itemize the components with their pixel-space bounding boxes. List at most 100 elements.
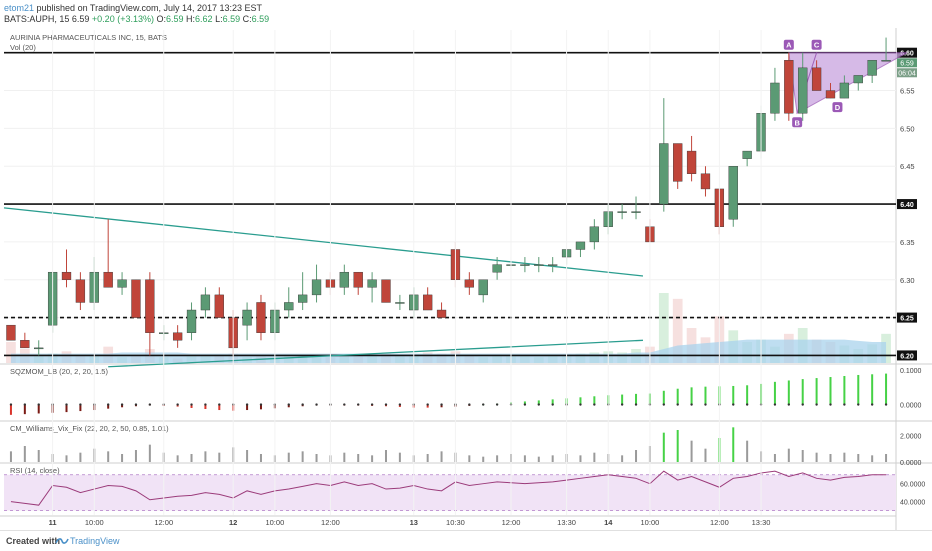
low-value: 6.59 (222, 14, 241, 24)
change-value: +0.20 (+3.13%) (91, 14, 154, 24)
squeeze-dot (176, 403, 179, 406)
low-label: L: (215, 14, 223, 24)
tradingview-brand-link[interactable]: TradingView (70, 536, 120, 546)
sqz-legend: SQZMOM_LB (20, 2, 20, 1.5) (10, 367, 108, 376)
squeeze-dot (551, 403, 554, 406)
sqzmom-bar (787, 380, 790, 405)
sqzmom-bar (579, 397, 582, 405)
candle-body (200, 294, 211, 311)
vixfix-bar (885, 454, 888, 462)
squeeze-dot (843, 403, 846, 406)
squeeze-dot (787, 403, 791, 406)
vixfix-bar (815, 452, 818, 462)
vixfix-bar (343, 452, 346, 462)
level-badge-label: 6.20 (900, 353, 914, 360)
vixfix-bar (426, 454, 429, 462)
vixfix-bar (662, 432, 665, 462)
squeeze-dot (23, 403, 27, 406)
candle-body (853, 75, 863, 84)
sqzmom-bar (732, 385, 735, 405)
vixfix-bar (621, 455, 624, 462)
time-axis-label: 10:00 (641, 518, 660, 527)
candle-body (617, 211, 627, 213)
vixfix-bar (121, 454, 124, 462)
open-value: 6.59 (166, 14, 184, 24)
vixfix-bar (829, 454, 832, 462)
candle-body (589, 226, 599, 243)
time-axis-label: 12:00 (502, 518, 521, 527)
vixfix-bar (523, 455, 526, 462)
vixfix-bar (23, 446, 26, 462)
level-badge-label: 6.25 (900, 316, 914, 323)
volume-bar (658, 293, 669, 363)
harmonic-point-marker (783, 39, 794, 50)
candle-body (867, 60, 877, 76)
harmonic-point-label: D (835, 103, 841, 112)
sqzmom-bar (121, 404, 124, 408)
candle-body (464, 279, 474, 288)
current-price-badge (897, 58, 917, 68)
candle-body (75, 279, 86, 303)
sqzmom-bar (23, 404, 26, 415)
vixfix-bar (690, 440, 693, 462)
squeeze-dot (523, 403, 527, 406)
chart-header: etom21 published on TradingView.com, Jul… (0, 0, 932, 28)
candle-body (34, 347, 44, 350)
vixfix-bar (676, 430, 679, 462)
candle-body (575, 241, 586, 250)
candle-body (673, 143, 683, 182)
sqzmom-bar (801, 379, 804, 405)
squeeze-dot (662, 403, 666, 406)
vixfix-bar (79, 452, 82, 462)
candle-body (548, 264, 558, 266)
vixfix-bar (190, 454, 193, 462)
sqzmom-bar (662, 390, 665, 405)
squeeze-dot (79, 403, 82, 406)
sqzmom-bar (440, 404, 443, 408)
vix-legend: CM_Williams_Vix_Fix (22, 20, 2, 50, 0.85… (10, 424, 169, 433)
author-link[interactable]: etom21 (4, 3, 35, 13)
sqzmom-bar (523, 401, 526, 405)
level-badge-label: 6.60 (900, 51, 914, 58)
candle-body (20, 340, 30, 349)
candle-body (214, 294, 224, 318)
candle-body (686, 150, 697, 174)
time-axis-label: 10:00 (85, 518, 104, 527)
sqzmom-bar (676, 388, 679, 405)
candle-body (353, 271, 363, 288)
vixfix-bar (468, 455, 471, 462)
sqzmom-bar (287, 404, 290, 408)
vixfix-bar (204, 451, 207, 462)
sqzmom-bar (79, 404, 82, 412)
squeeze-dot (245, 403, 249, 406)
vixfix-bar (440, 451, 443, 462)
squeeze-dot (704, 403, 707, 406)
candle-body (770, 82, 780, 114)
harmonic-point-label: C (814, 41, 820, 50)
sqzmom-bar (704, 386, 707, 405)
squeeze-dot (732, 403, 735, 406)
squeeze-dot (620, 403, 624, 406)
squeeze-dot (259, 403, 263, 406)
squeeze-dot (9, 403, 13, 406)
sqzmom-bar (871, 374, 874, 405)
harmonic-point-marker (811, 39, 822, 50)
squeeze-dot (134, 403, 138, 406)
harmonic-point-label: B (794, 118, 800, 127)
vixfix-bar (107, 451, 110, 462)
harmonic-point-marker (792, 117, 803, 128)
chart-canvas[interactable]: 6.206.256.306.356.406.456.506.556.606.60… (0, 0, 932, 530)
squeeze-dot (106, 403, 110, 406)
vixfix-bar (579, 455, 582, 462)
squeeze-dot (190, 403, 193, 406)
candle-body (492, 264, 502, 273)
price-tick-label: 6.50 (900, 124, 915, 133)
vixfix-bar (259, 454, 262, 462)
sqzmom-bar (37, 404, 40, 414)
created-with-text: Created with (6, 536, 61, 546)
rsi-tick-label: 40.0000 (900, 500, 925, 507)
vixfix-bar (746, 440, 749, 462)
squeeze-dot (343, 403, 346, 406)
squeeze-dot (537, 403, 540, 406)
candle-body (478, 279, 488, 296)
